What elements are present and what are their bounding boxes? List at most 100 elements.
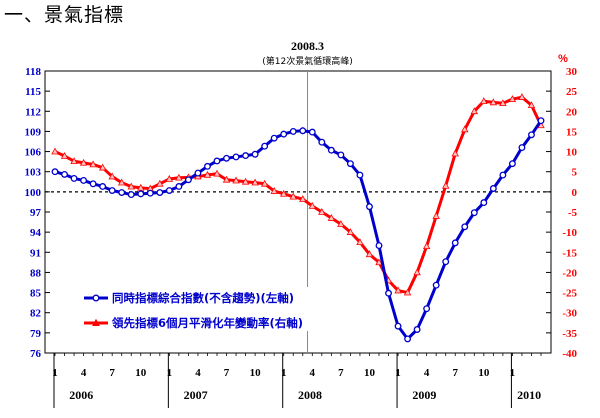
left-tick-label: 82 <box>30 308 42 320</box>
right-tick-label: -25 <box>562 288 577 300</box>
right-axis-unit: % <box>558 53 568 65</box>
data-point-leading <box>232 176 240 184</box>
data-point-coincident <box>118 189 126 196</box>
legend-box <box>80 287 342 331</box>
data-point-coincident <box>432 281 440 289</box>
data-point-leading <box>165 174 174 182</box>
data-point-leading <box>70 157 78 165</box>
data-point-coincident <box>70 174 78 182</box>
data-point-coincident <box>194 169 202 177</box>
left-tick-label: 85 <box>30 288 42 300</box>
data-point-coincident <box>518 144 526 151</box>
left-tick-label: 97 <box>30 207 42 219</box>
data-point-leading <box>499 99 507 107</box>
x-tick-label: 7 <box>224 367 230 379</box>
legend-label-leading: 領先指標6個月平滑化年變動率(右軸) <box>111 316 303 330</box>
data-point-leading <box>422 242 431 250</box>
data-point-leading <box>413 268 421 276</box>
x-tick-label: 10 <box>135 367 147 379</box>
right-tick-label: 20 <box>566 106 578 118</box>
annotation-title: 2008.3 <box>291 39 324 53</box>
left-tick-label: 88 <box>30 267 42 279</box>
data-point-coincident <box>499 171 507 179</box>
data-point-coincident <box>508 160 516 168</box>
data-point-leading <box>327 214 336 221</box>
left-tick-label: 118 <box>25 66 41 78</box>
x-tick-label: 1 <box>281 367 287 379</box>
x-tick-label: 10 <box>364 367 376 379</box>
data-point-coincident <box>537 117 545 125</box>
data-point-leading <box>60 151 69 159</box>
data-point-leading <box>89 160 97 168</box>
right-tick-label: -10 <box>562 227 577 239</box>
right-tick-label: -20 <box>562 267 577 279</box>
data-point-leading <box>137 183 145 191</box>
data-point-coincident <box>51 168 59 176</box>
left-tick-label: 112 <box>25 106 41 118</box>
data-point-coincident <box>289 127 297 135</box>
data-point-leading <box>318 207 326 215</box>
data-point-leading <box>365 250 374 258</box>
data-point-leading <box>432 211 440 219</box>
data-point-coincident <box>242 152 250 160</box>
data-point-leading <box>451 149 459 157</box>
x-tick-label: 1 <box>52 367 58 379</box>
data-point-leading <box>441 181 450 189</box>
left-tick-label: 115 <box>25 86 41 98</box>
data-point-coincident <box>99 183 107 190</box>
data-point-leading <box>489 98 498 106</box>
right-tick-label: -15 <box>562 247 577 259</box>
data-point-leading <box>337 220 345 227</box>
right-tick-label: 5 <box>572 167 578 179</box>
x-tick-label: 1 <box>167 367 173 379</box>
data-point-leading <box>394 286 402 294</box>
data-point-leading <box>527 101 536 109</box>
data-point-leading <box>308 201 317 209</box>
data-point-coincident <box>404 335 412 343</box>
x-tick-label: 1 <box>395 367 401 379</box>
data-point-leading <box>508 95 517 102</box>
legend-item-leading: 領先指標6個月平滑化年變動率(右軸) <box>84 316 303 330</box>
data-point-leading <box>156 179 164 187</box>
year-label: 2008 <box>298 388 322 402</box>
data-point-leading <box>79 158 88 166</box>
data-point-coincident <box>232 153 240 161</box>
left-tick-label: 94 <box>30 227 42 239</box>
data-point-leading <box>375 258 383 266</box>
x-tick-label: 4 <box>310 367 316 379</box>
legend-label-coincident: 同時指標綜合指數(不含趨勢)(左軸) <box>112 291 294 305</box>
data-point-coincident <box>204 162 211 170</box>
page-heading: 一、景氣指標 <box>4 4 125 26</box>
data-point-coincident <box>480 199 488 207</box>
data-point-leading <box>299 195 307 202</box>
data-point-coincident <box>489 185 497 192</box>
data-point-coincident <box>80 176 88 184</box>
right-tick-label: 25 <box>566 86 578 98</box>
data-point-coincident <box>308 128 316 136</box>
data-point-leading <box>289 192 297 200</box>
data-point-coincident <box>61 170 68 178</box>
x-tick-label: 10 <box>250 367 262 379</box>
legend-item-coincident: 同時指標綜合指數(不含趨勢)(左軸) <box>84 291 294 305</box>
year-label: 2006 <box>69 388 93 402</box>
data-point-coincident <box>356 171 364 179</box>
year-label: 2009 <box>412 388 436 402</box>
right-tick-label: -40 <box>562 348 577 360</box>
data-point-leading <box>127 182 135 190</box>
data-point-coincident <box>261 142 269 150</box>
x-tick-label: 7 <box>452 367 458 379</box>
x-tick-label: 7 <box>338 367 344 379</box>
data-point-coincident <box>470 209 478 217</box>
left-tick-label: 103 <box>25 167 42 179</box>
data-point-coincident <box>108 187 116 194</box>
data-point-coincident <box>327 146 335 154</box>
data-point-coincident <box>451 239 459 247</box>
data-point-leading <box>222 175 231 183</box>
data-point-coincident <box>175 183 183 190</box>
data-point-coincident <box>461 223 469 231</box>
left-tick-label: 76 <box>30 348 42 360</box>
data-point-coincident <box>299 127 307 135</box>
x-tick-label: 1 <box>510 367 516 379</box>
data-point-leading <box>279 189 288 197</box>
right-tick-label: -30 <box>562 308 577 320</box>
